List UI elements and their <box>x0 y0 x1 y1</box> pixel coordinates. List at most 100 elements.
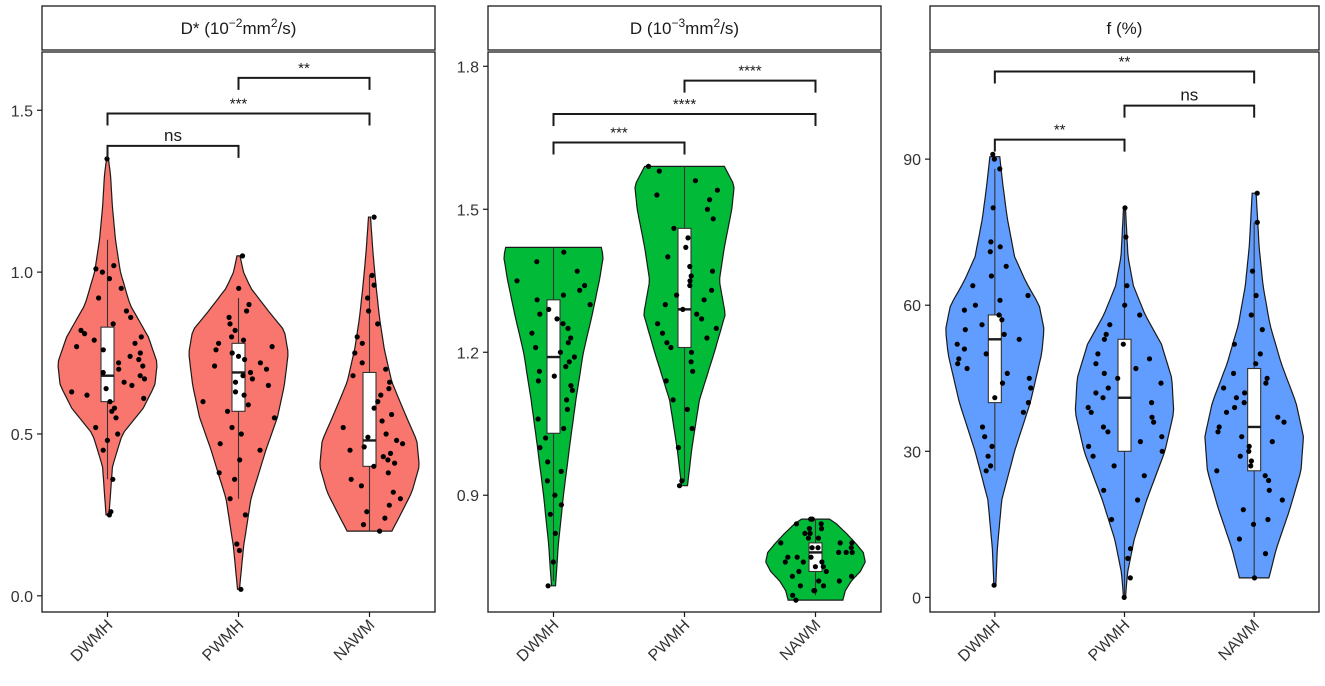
data-point <box>245 402 251 408</box>
data-point <box>979 322 985 328</box>
data-point <box>983 468 989 474</box>
data-point <box>1262 551 1269 557</box>
data-point <box>1265 516 1271 523</box>
data-point <box>1115 375 1121 381</box>
data-point <box>811 588 817 594</box>
data-point <box>819 559 825 565</box>
data-point <box>1236 536 1242 542</box>
data-point <box>1254 219 1260 225</box>
data-point <box>1085 404 1091 411</box>
data-point <box>99 269 105 275</box>
data-point <box>242 512 248 518</box>
significance-label: **** <box>673 96 697 113</box>
data-point <box>386 386 392 392</box>
data-point <box>985 453 991 459</box>
data-point <box>665 254 671 260</box>
data-point <box>348 476 354 482</box>
data-point <box>375 399 381 405</box>
data-point <box>1127 546 1134 552</box>
data-point <box>996 312 1002 318</box>
box-iqr <box>546 299 561 434</box>
significance-bracket <box>993 70 1256 84</box>
data-point <box>812 564 819 570</box>
data-point <box>989 443 995 449</box>
data-point <box>386 502 392 508</box>
data-point <box>1281 419 1287 425</box>
box-iqr <box>987 314 1002 404</box>
data-point <box>394 437 400 443</box>
data-point <box>815 545 821 551</box>
data-point <box>997 166 1003 172</box>
data-point <box>249 376 255 382</box>
data-point <box>360 522 367 528</box>
data-point <box>671 225 677 231</box>
data-point <box>654 192 660 198</box>
data-point <box>212 363 218 369</box>
data-point <box>979 424 986 430</box>
data-point <box>371 282 377 288</box>
data-point <box>242 356 248 363</box>
data-point <box>361 444 367 450</box>
data-point <box>1151 419 1157 425</box>
significance-label: ** <box>298 60 310 77</box>
data-point <box>138 334 144 340</box>
data-point <box>991 582 997 588</box>
data-point <box>111 263 117 269</box>
data-point <box>796 568 802 575</box>
data-point <box>569 387 576 393</box>
data-point <box>790 592 796 598</box>
significance-bracket <box>552 141 686 155</box>
data-point <box>550 559 556 565</box>
x-tick-label: NAWM <box>331 617 378 664</box>
data-point <box>1230 370 1237 376</box>
data-point <box>675 445 682 451</box>
data-point <box>235 353 242 359</box>
data-point <box>565 340 571 346</box>
data-point <box>1248 458 1254 464</box>
data-point <box>227 496 233 502</box>
data-point <box>571 354 578 360</box>
data-point <box>823 568 829 575</box>
data-point <box>136 356 142 363</box>
data-point <box>714 187 721 193</box>
panel-title: D (10−3mm2/s) <box>630 16 739 38</box>
data-point <box>988 463 994 469</box>
data-point <box>537 311 543 317</box>
data-point <box>1125 555 1131 562</box>
data-point <box>127 353 133 359</box>
data-point <box>574 268 580 274</box>
data-point <box>387 379 393 385</box>
box-iqr <box>362 371 377 467</box>
data-point <box>1123 234 1129 240</box>
data-point <box>137 373 143 379</box>
data-point <box>800 559 806 565</box>
data-point <box>1122 205 1128 211</box>
data-point <box>238 586 244 592</box>
data-point <box>216 470 222 476</box>
data-point <box>1016 336 1022 342</box>
data-point <box>383 366 389 372</box>
data-point <box>645 163 652 169</box>
data-point <box>961 346 968 352</box>
data-point <box>1004 370 1010 376</box>
data-point <box>848 545 854 551</box>
y-tick-label: 0.0 <box>11 589 33 606</box>
data-point <box>802 530 808 537</box>
data-point <box>563 364 569 370</box>
y-tick-label: 0.5 <box>11 427 33 444</box>
data-point <box>100 447 106 453</box>
x-tick-label: NAWM <box>777 617 824 664</box>
data-point <box>990 151 996 157</box>
data-point <box>1254 190 1260 196</box>
data-point <box>108 509 114 515</box>
data-point <box>533 344 539 351</box>
data-point <box>836 549 842 556</box>
data-point <box>1103 331 1109 337</box>
data-point <box>234 541 240 547</box>
panel-3: f (%) 0 30 60 90 DWMH PWMH NAWM ** ns ** <box>903 5 1320 665</box>
data-point <box>123 308 129 314</box>
data-point <box>371 214 377 220</box>
data-point <box>382 515 388 521</box>
data-point <box>820 583 827 589</box>
data-point <box>964 365 970 372</box>
